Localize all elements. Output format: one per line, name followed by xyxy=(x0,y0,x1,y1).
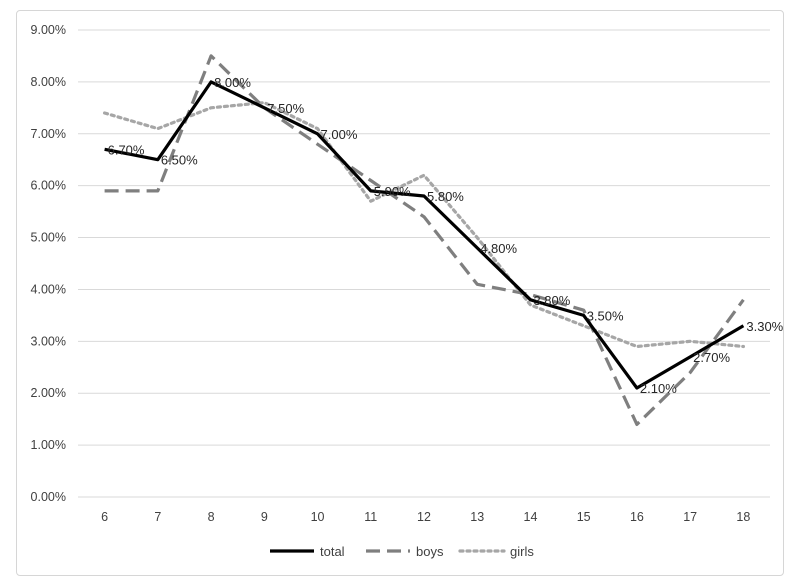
data-label: 8.00% xyxy=(214,75,251,90)
data-label: 6.70% xyxy=(108,142,145,157)
grid-layer xyxy=(78,29,770,498)
data-label: 7.50% xyxy=(267,101,304,116)
y-tick-label: 5.00% xyxy=(31,231,66,245)
y-tick-label: 2.00% xyxy=(31,386,66,400)
data-label: 2.70% xyxy=(693,350,730,365)
data-label: 4.80% xyxy=(480,241,517,256)
data-label: 6.50% xyxy=(161,153,198,168)
data-label: 3.80% xyxy=(533,293,570,308)
series-line-boys xyxy=(104,54,745,426)
data-label: 5.90% xyxy=(374,184,411,199)
x-tick-label: 10 xyxy=(311,510,325,524)
y-tick-label: 9.00% xyxy=(31,23,66,37)
y-tick-label: 6.00% xyxy=(31,179,66,193)
x-tick-label: 6 xyxy=(101,510,108,524)
legend: total boys girls xyxy=(270,544,534,559)
x-tick-label: 15 xyxy=(577,510,591,524)
x-tick-label: 11 xyxy=(364,510,377,524)
x-tick-label: 17 xyxy=(683,510,697,524)
y-tick-label: 0.00% xyxy=(31,490,66,504)
y-tick-label: 3.00% xyxy=(31,334,66,348)
x-tick-label: 7 xyxy=(154,510,161,524)
series-layer xyxy=(102,54,746,426)
data-label: 3.50% xyxy=(587,308,624,323)
y-axis-ticks: 0.00% 1.00% 2.00% 3.00% 4.00% 5.00% 6.00% 7.00%… xyxy=(31,23,66,504)
legend-label-boys: boys xyxy=(416,544,444,559)
x-tick-label: 13 xyxy=(470,510,484,524)
legend-label-girls: girls xyxy=(510,544,534,559)
y-tick-label: 4.00% xyxy=(31,282,66,296)
chart-frame xyxy=(16,10,784,576)
data-label: 2.10% xyxy=(640,381,677,396)
x-tick-label: 18 xyxy=(736,510,750,524)
data-labels: 6.70% 6.50% 8.00% 7.50% 7.00% 5.90% 5.80% 4.80%… xyxy=(108,75,784,396)
data-label: 3.30% xyxy=(746,319,783,334)
x-tick-label: 16 xyxy=(630,510,644,524)
legend-label-total: total xyxy=(320,544,345,559)
x-axis-ticks: 6 7 8 9 10 11 12 13 14 15 16 17 18 xyxy=(101,510,750,524)
y-tick-label: 7.00% xyxy=(31,127,66,141)
data-label: 5.80% xyxy=(427,189,464,204)
series-line-girls xyxy=(102,100,746,349)
x-tick-label: 14 xyxy=(524,510,538,524)
x-tick-label: 12 xyxy=(417,510,431,524)
series-line-total xyxy=(104,80,745,390)
y-tick-label: 8.00% xyxy=(31,75,66,89)
y-tick-label: 1.00% xyxy=(31,438,66,452)
x-tick-label: 9 xyxy=(261,510,268,524)
data-label: 7.00% xyxy=(321,127,358,142)
x-tick-label: 8 xyxy=(208,510,215,524)
